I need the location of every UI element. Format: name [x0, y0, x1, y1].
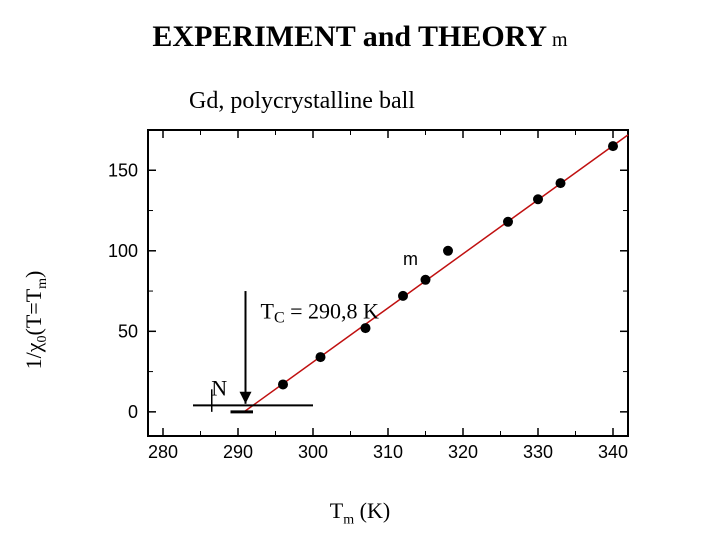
subtitle: Gd, polycrystalline ball: [189, 88, 415, 115]
y-axis-label: 1/χ0(T=Tm): [21, 271, 51, 370]
title-main: EXPERIMENT and THEORY: [152, 20, 547, 53]
x-axis-label: Tm (K): [330, 498, 390, 528]
svg-text:N: N: [211, 376, 227, 401]
svg-text:100: 100: [108, 241, 138, 261]
m-annotation: m: [403, 249, 418, 270]
svg-text:50: 50: [118, 321, 138, 341]
chart-svg: 280 290 300 310 320 330 340 0 50 100 150 N TC = 290,…: [80, 120, 640, 480]
svg-text:310: 310: [373, 442, 403, 462]
svg-text:340: 340: [598, 442, 628, 462]
svg-text:0: 0: [128, 402, 138, 422]
svg-text:TC = 290,8 K: TC = 290,8 K: [261, 298, 380, 326]
chart: 1/χ0(T=Tm) 28029030031032033034005010015…: [80, 120, 640, 520]
svg-text:320: 320: [448, 442, 478, 462]
svg-text:290: 290: [223, 442, 253, 462]
svg-text:280: 280: [148, 442, 178, 462]
title-suffix: m: [547, 29, 568, 51]
page-title: EXPERIMENT and THEORY m: [0, 20, 720, 54]
svg-text:300: 300: [298, 442, 328, 462]
svg-text:330: 330: [523, 442, 553, 462]
svg-text:150: 150: [108, 160, 138, 180]
